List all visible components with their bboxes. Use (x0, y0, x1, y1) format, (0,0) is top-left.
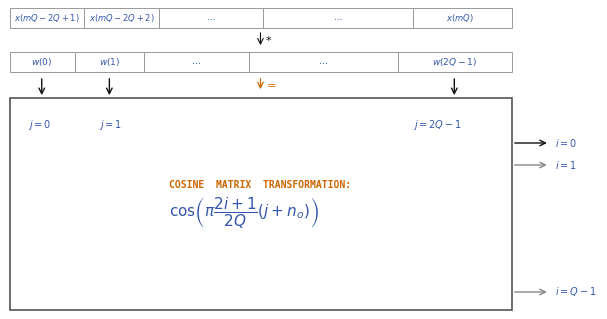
Bar (248, 52, 398, 72)
Text: $\cdots$: $\cdots$ (333, 13, 343, 23)
Text: $\cdots$: $\cdots$ (191, 57, 201, 66)
Bar (75, 52, 144, 72)
Text: $x(mQ)$: $x(mQ)$ (446, 12, 474, 24)
Bar (159, 8, 263, 28)
Text: $j=2Q-1$: $j=2Q-1$ (413, 118, 461, 132)
Text: $x(mQ-2Q+2)$: $x(mQ-2Q+2)$ (89, 12, 154, 24)
Text: $j=0$: $j=0$ (28, 118, 51, 132)
Text: $w(2Q-1)$: $w(2Q-1)$ (432, 56, 477, 68)
Bar (10, 98, 512, 310)
Bar (10, 52, 75, 72)
Bar (413, 8, 512, 28)
Text: $\cos\!\left(\pi\dfrac{2i+1}{2Q}\left(j+n_o\right)\right)$: $\cos\!\left(\pi\dfrac{2i+1}{2Q}\left(j+… (169, 196, 319, 231)
Text: $w(1)$: $w(1)$ (99, 56, 120, 68)
Text: $*$: $*$ (265, 34, 273, 44)
Text: $i=1$: $i=1$ (555, 159, 577, 171)
Bar (84, 8, 159, 28)
Text: $=$: $=$ (265, 79, 277, 89)
Text: $i=Q-1$: $i=Q-1$ (555, 286, 596, 299)
Text: $\cdots$: $\cdots$ (318, 57, 328, 66)
Bar (398, 52, 512, 72)
Text: $\cdots$: $\cdots$ (206, 13, 215, 23)
Text: $j=1$: $j=1$ (100, 118, 123, 132)
Text: COSINE  MATRIX  TRANSFORMATION:: COSINE MATRIX TRANSFORMATION: (169, 180, 351, 190)
Bar (144, 52, 248, 72)
Text: $x(mQ-2Q+1)$: $x(mQ-2Q+1)$ (14, 12, 80, 24)
Bar (10, 8, 84, 28)
Text: $i=0$: $i=0$ (555, 137, 577, 149)
Bar (263, 8, 413, 28)
Text: $w(0)$: $w(0)$ (31, 56, 52, 68)
